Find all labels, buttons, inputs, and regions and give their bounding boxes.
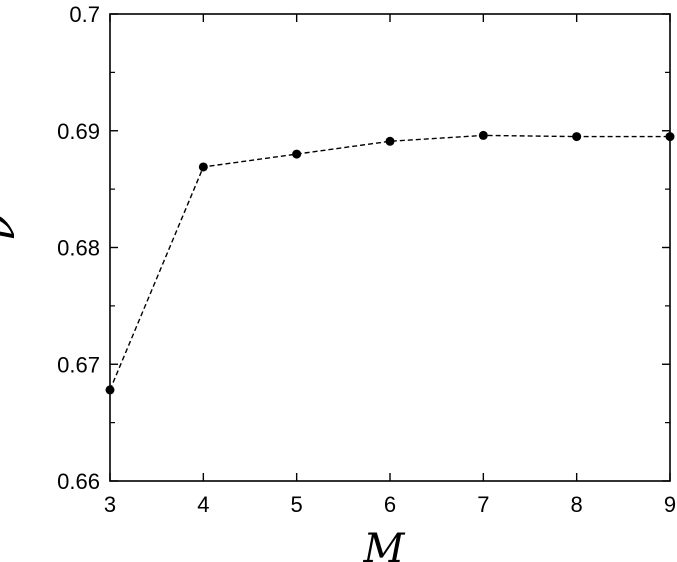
x-tick-label: 8 bbox=[571, 492, 583, 517]
x-tick-label: 7 bbox=[477, 492, 489, 517]
y-tick-label: 0.68 bbox=[57, 236, 100, 261]
series-line bbox=[109, 134, 670, 391]
data-point bbox=[572, 132, 582, 142]
x-tick-label: 3 bbox=[104, 492, 116, 517]
data-point bbox=[292, 149, 302, 159]
data-point bbox=[105, 385, 115, 395]
axis-ticks bbox=[109, 13, 671, 482]
x-axis-label: M bbox=[363, 526, 406, 562]
data-point bbox=[665, 132, 675, 142]
y-tick-label: 0.69 bbox=[57, 119, 100, 144]
x-tick-label: 6 bbox=[384, 492, 396, 517]
plot-area-frame bbox=[109, 13, 671, 482]
y-tick-label: 0.7 bbox=[69, 2, 100, 27]
data-point bbox=[198, 162, 208, 172]
y-tick-labels: 0.66 0.67 0.68 0.69 0.7 bbox=[57, 2, 100, 494]
data-point bbox=[385, 136, 395, 146]
x-tick-label: 4 bbox=[197, 492, 209, 517]
y-axis-label: ν bbox=[0, 215, 25, 242]
x-tick-label: 9 bbox=[664, 492, 676, 517]
y-tick-label: 0.66 bbox=[57, 469, 100, 494]
data-point bbox=[478, 130, 488, 140]
y-tick-label: 0.67 bbox=[57, 352, 100, 377]
x-tick-labels: 3 4 5 6 7 8 9 bbox=[104, 492, 676, 517]
x-tick-label: 5 bbox=[291, 492, 303, 517]
series-group bbox=[105, 130, 675, 395]
